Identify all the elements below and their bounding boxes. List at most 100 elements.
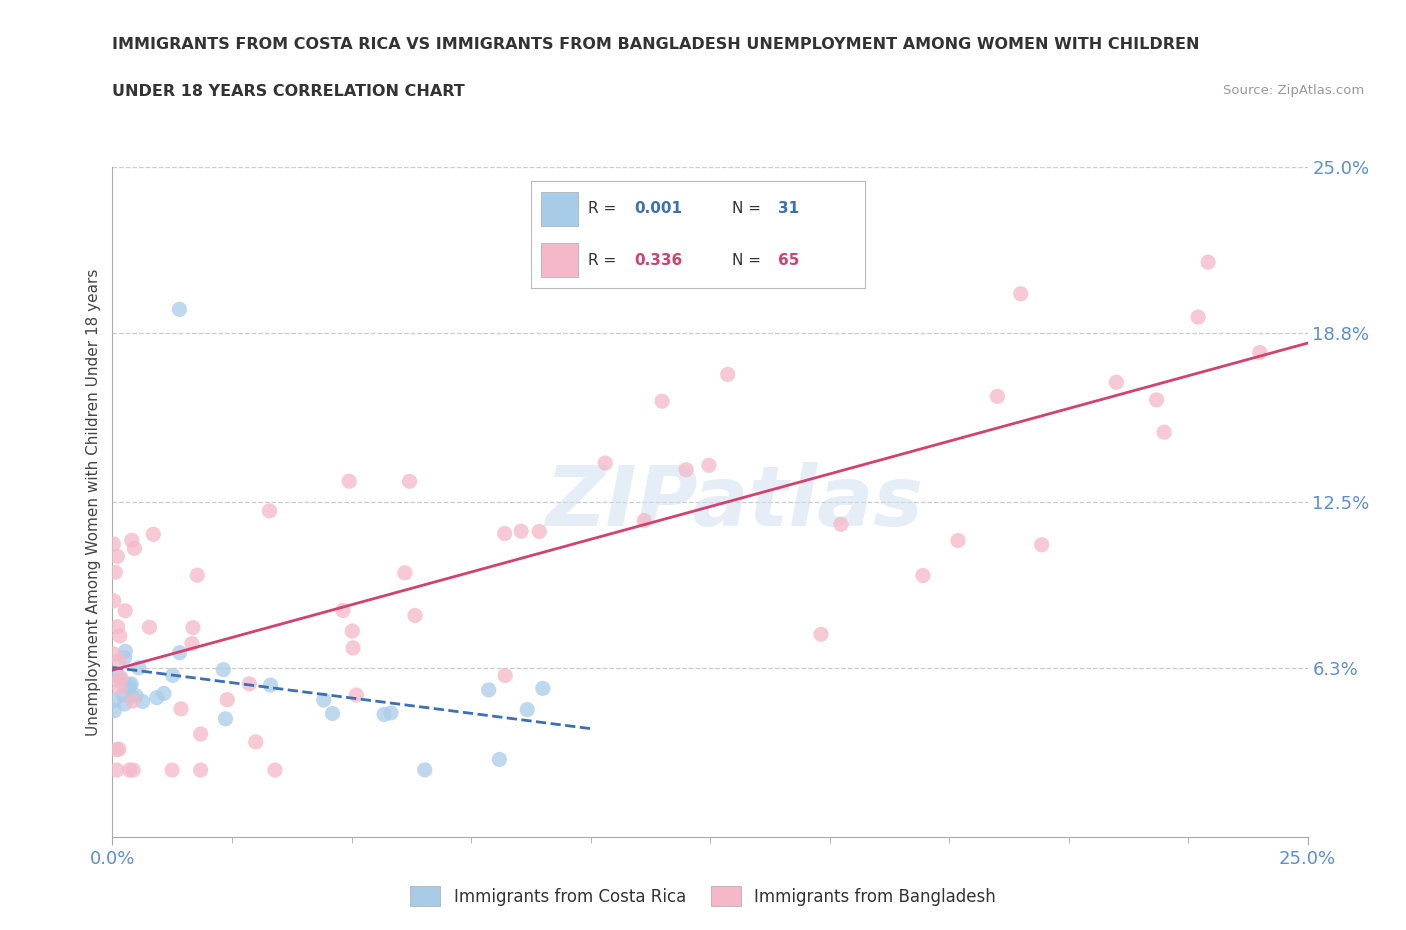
Point bbox=[488, 752, 510, 767]
Point bbox=[103, 593, 125, 608]
Point bbox=[516, 702, 538, 717]
Point bbox=[373, 707, 395, 722]
Point bbox=[478, 683, 501, 698]
Point bbox=[114, 604, 136, 618]
Point bbox=[830, 517, 852, 532]
Point bbox=[181, 636, 204, 651]
Point bbox=[404, 608, 426, 623]
Point bbox=[103, 646, 125, 661]
Point bbox=[170, 701, 193, 716]
Point bbox=[810, 627, 832, 642]
Point bbox=[131, 694, 153, 709]
Point bbox=[413, 763, 436, 777]
Point bbox=[118, 763, 141, 777]
Text: Source: ZipAtlas.com: Source: ZipAtlas.com bbox=[1223, 84, 1364, 97]
Point bbox=[212, 662, 235, 677]
Point bbox=[1249, 345, 1271, 360]
Point bbox=[153, 686, 176, 701]
Point bbox=[122, 763, 145, 777]
Point bbox=[264, 763, 287, 777]
Point bbox=[911, 568, 934, 583]
Point bbox=[108, 669, 131, 684]
Point bbox=[342, 641, 364, 656]
Point bbox=[217, 692, 239, 707]
Point bbox=[121, 689, 143, 704]
Point bbox=[121, 694, 143, 709]
Point bbox=[118, 680, 141, 695]
Point bbox=[169, 302, 191, 317]
Point bbox=[312, 693, 335, 708]
Point bbox=[214, 711, 236, 726]
Point bbox=[103, 703, 125, 718]
Point bbox=[337, 473, 360, 488]
Point bbox=[1010, 286, 1032, 301]
Point bbox=[1146, 392, 1168, 407]
Point bbox=[494, 668, 516, 683]
Point bbox=[108, 653, 131, 668]
Point bbox=[105, 763, 128, 777]
Point bbox=[342, 624, 364, 639]
Point bbox=[105, 549, 128, 564]
Point bbox=[105, 742, 128, 757]
Point bbox=[160, 763, 183, 777]
Point bbox=[146, 690, 169, 705]
Point bbox=[138, 619, 160, 634]
Point bbox=[380, 706, 402, 721]
Point bbox=[120, 676, 142, 691]
Point bbox=[494, 526, 516, 541]
Y-axis label: Unemployment Among Women with Children Under 18 years: Unemployment Among Women with Children U… bbox=[86, 269, 101, 736]
Text: UNDER 18 YEARS CORRELATION CHART: UNDER 18 YEARS CORRELATION CHART bbox=[112, 84, 465, 99]
Point bbox=[946, 533, 969, 548]
Point bbox=[114, 644, 136, 658]
Point bbox=[593, 456, 616, 471]
Point bbox=[321, 706, 343, 721]
Legend: Immigrants from Costa Rica, Immigrants from Bangladesh: Immigrants from Costa Rica, Immigrants f… bbox=[404, 880, 1002, 912]
Point bbox=[108, 681, 131, 696]
Point bbox=[259, 503, 281, 518]
Point bbox=[107, 741, 129, 756]
Point bbox=[259, 678, 281, 693]
Point bbox=[394, 565, 416, 580]
Text: IMMIGRANTS FROM COSTA RICA VS IMMIGRANTS FROM BANGLADESH UNEMPLOYMENT AMONG WOME: IMMIGRANTS FROM COSTA RICA VS IMMIGRANTS… bbox=[112, 37, 1199, 52]
Point bbox=[675, 462, 697, 477]
Point bbox=[1153, 425, 1175, 440]
Point bbox=[162, 668, 184, 683]
Point bbox=[1031, 538, 1053, 552]
Point bbox=[717, 367, 740, 382]
Point bbox=[186, 567, 208, 582]
Point bbox=[332, 603, 354, 618]
Text: ZIPatlas: ZIPatlas bbox=[546, 461, 922, 543]
Point bbox=[531, 681, 554, 696]
Point bbox=[181, 620, 204, 635]
Point bbox=[142, 527, 165, 542]
Point bbox=[169, 645, 191, 660]
Point bbox=[103, 693, 125, 708]
Point bbox=[108, 629, 131, 644]
Point bbox=[344, 687, 367, 702]
Point bbox=[238, 676, 260, 691]
Point bbox=[190, 726, 212, 741]
Point bbox=[1187, 310, 1209, 325]
Point bbox=[104, 565, 127, 579]
Point bbox=[1105, 375, 1128, 390]
Point bbox=[633, 513, 655, 528]
Point bbox=[1197, 255, 1219, 270]
Point bbox=[114, 650, 136, 665]
Point bbox=[110, 671, 132, 685]
Point bbox=[398, 474, 420, 489]
Point bbox=[103, 537, 125, 551]
Point bbox=[245, 735, 267, 750]
Point bbox=[121, 533, 143, 548]
Point bbox=[125, 688, 148, 703]
Point bbox=[124, 541, 146, 556]
Point bbox=[111, 687, 134, 702]
Point bbox=[190, 763, 212, 777]
Point bbox=[112, 697, 135, 711]
Point bbox=[107, 673, 129, 688]
Point bbox=[128, 660, 150, 675]
Point bbox=[510, 524, 533, 538]
Point bbox=[651, 393, 673, 408]
Point bbox=[118, 678, 141, 693]
Point bbox=[107, 619, 129, 634]
Point bbox=[529, 524, 551, 538]
